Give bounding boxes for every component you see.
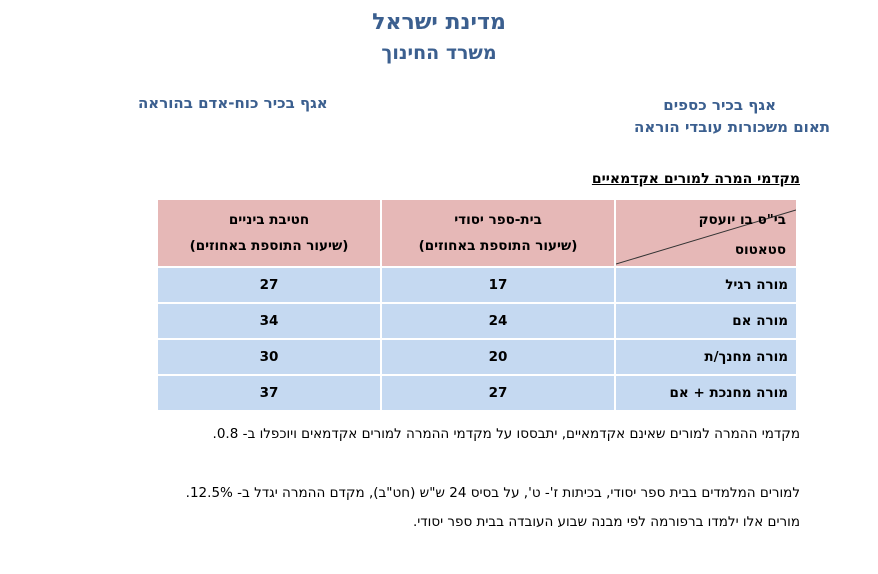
row-label: מורה אם <box>614 302 798 340</box>
table-row: מורה מחנכת + אם 27 37 <box>156 374 798 412</box>
header-middle-label: חטיבת ביניים <box>228 212 310 228</box>
dept-left: אגף בכיר כוח-אדם בהוראה <box>138 94 328 112</box>
page-subtitle: משרד החינוך <box>381 42 497 64</box>
header-elementary-label: בית-ספר יסודי <box>454 212 542 228</box>
row-label: מורה מחנכת + אם <box>614 374 798 412</box>
row-label: מורה רגיל <box>614 266 798 304</box>
conversion-table: בי"ס בו יועסק סטאטוס בית-ספר יסודי (שיעו… <box>156 198 798 412</box>
header-elementary: בית-ספר יסודי (שיעור התוספת באחוזים) <box>380 198 616 268</box>
table-corner-cell: בי"ס בו יועסק סטאטוס <box>614 198 798 268</box>
note-non-academic: מקדמי ההמרה למורים שאינם אקדמאיים, יתבסס… <box>212 426 800 442</box>
row-elementary-value: 24 <box>380 302 616 340</box>
header-middle: חטיבת ביניים (שיעור התוספת באחוזים) <box>156 198 382 268</box>
section-heading: מקדמי המרה למורים אקדמאיים <box>591 171 800 187</box>
row-middle-value: 30 <box>156 338 382 376</box>
header-middle-sub: (שיעור התוספת באחוזים) <box>189 238 349 254</box>
dept-right-line2: תאום משכורות עובדי הוראה <box>634 118 830 136</box>
dept-right-line1: אגף בכיר כספים <box>663 96 776 114</box>
corner-bottom-label: סטאטוס <box>734 242 786 258</box>
dept-right-block: אגף בכיר כספים תאום משכורות עובדי הוראה <box>634 94 830 138</box>
row-elementary-value: 20 <box>380 338 616 376</box>
row-middle-value: 37 <box>156 374 382 412</box>
row-elementary-value: 27 <box>380 374 616 412</box>
table-row: מורה רגיל 17 27 <box>156 266 798 304</box>
row-middle-value: 27 <box>156 266 382 304</box>
page-title: מדינת ישראל <box>372 10 506 35</box>
note-elementary-grades: למורים המלמדים בבית ספר יסודי, בכיתות ז'… <box>185 485 800 501</box>
note-reform: מורים אלו ילמדו ברפורמה לפי מבנה שבוע הע… <box>413 514 800 530</box>
table-row: מורה מחנך/ת 20 30 <box>156 338 798 376</box>
corner-top-label: בי"ס בו יועסק <box>698 212 786 228</box>
table-row: מורה אם 24 34 <box>156 302 798 340</box>
row-middle-value: 34 <box>156 302 382 340</box>
row-label: מורה מחנך/ת <box>614 338 798 376</box>
header-elementary-sub: (שיעור התוספת באחוזים) <box>418 238 578 254</box>
row-elementary-value: 17 <box>380 266 616 304</box>
corner-diagonal <box>616 209 796 265</box>
